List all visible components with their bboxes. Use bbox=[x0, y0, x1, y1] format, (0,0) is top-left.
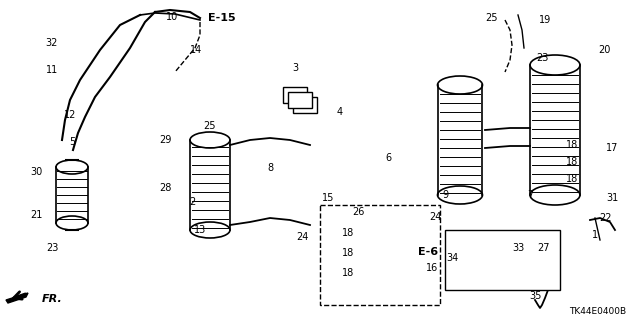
Text: 29: 29 bbox=[159, 135, 171, 145]
FancyBboxPatch shape bbox=[445, 230, 560, 290]
Text: 24: 24 bbox=[296, 232, 308, 242]
Text: 19: 19 bbox=[539, 15, 551, 25]
Text: 11: 11 bbox=[46, 65, 58, 75]
Text: FR.: FR. bbox=[42, 294, 63, 304]
Text: 14: 14 bbox=[190, 45, 202, 55]
Text: 4: 4 bbox=[337, 107, 343, 117]
Text: 1: 1 bbox=[592, 230, 598, 240]
Text: 10: 10 bbox=[166, 12, 178, 22]
FancyBboxPatch shape bbox=[293, 97, 317, 113]
Text: 15: 15 bbox=[322, 193, 334, 203]
Text: 18: 18 bbox=[342, 248, 354, 258]
Text: 34: 34 bbox=[446, 253, 458, 263]
Text: TK44E0400B: TK44E0400B bbox=[570, 307, 627, 315]
Text: 9: 9 bbox=[442, 190, 448, 200]
FancyBboxPatch shape bbox=[288, 92, 312, 108]
Text: 33: 33 bbox=[512, 243, 524, 253]
Text: 18: 18 bbox=[566, 174, 578, 184]
Text: 27: 27 bbox=[537, 243, 549, 253]
Text: 28: 28 bbox=[159, 183, 171, 193]
Text: 17: 17 bbox=[606, 143, 618, 153]
Text: E-15: E-15 bbox=[208, 13, 236, 23]
Text: 22: 22 bbox=[599, 213, 611, 223]
Text: 20: 20 bbox=[598, 45, 610, 55]
Text: 13: 13 bbox=[194, 225, 206, 235]
Text: 18: 18 bbox=[342, 228, 354, 238]
Text: 7: 7 bbox=[527, 190, 533, 200]
Polygon shape bbox=[6, 293, 28, 303]
Text: 35: 35 bbox=[529, 291, 541, 301]
Text: 2: 2 bbox=[189, 197, 195, 207]
Text: 31: 31 bbox=[606, 193, 618, 203]
FancyBboxPatch shape bbox=[320, 205, 440, 305]
Text: 21: 21 bbox=[30, 210, 42, 220]
Text: 23: 23 bbox=[46, 243, 58, 253]
Text: 12: 12 bbox=[64, 110, 76, 120]
Text: 3: 3 bbox=[292, 63, 298, 73]
FancyBboxPatch shape bbox=[283, 87, 307, 103]
Text: 16: 16 bbox=[426, 263, 438, 273]
Text: 25: 25 bbox=[486, 13, 499, 23]
Text: 8: 8 bbox=[267, 163, 273, 173]
Text: 30: 30 bbox=[30, 167, 42, 177]
Text: 23: 23 bbox=[536, 53, 548, 63]
Text: 25: 25 bbox=[204, 121, 216, 131]
Text: 18: 18 bbox=[342, 268, 354, 278]
Text: 24: 24 bbox=[429, 212, 441, 222]
Text: 18: 18 bbox=[566, 140, 578, 150]
Text: 26: 26 bbox=[352, 207, 364, 217]
Text: 5: 5 bbox=[69, 137, 75, 147]
Text: 18: 18 bbox=[566, 157, 578, 167]
Text: 6: 6 bbox=[385, 153, 391, 163]
Text: E-6: E-6 bbox=[418, 247, 438, 257]
Text: 32: 32 bbox=[46, 38, 58, 48]
